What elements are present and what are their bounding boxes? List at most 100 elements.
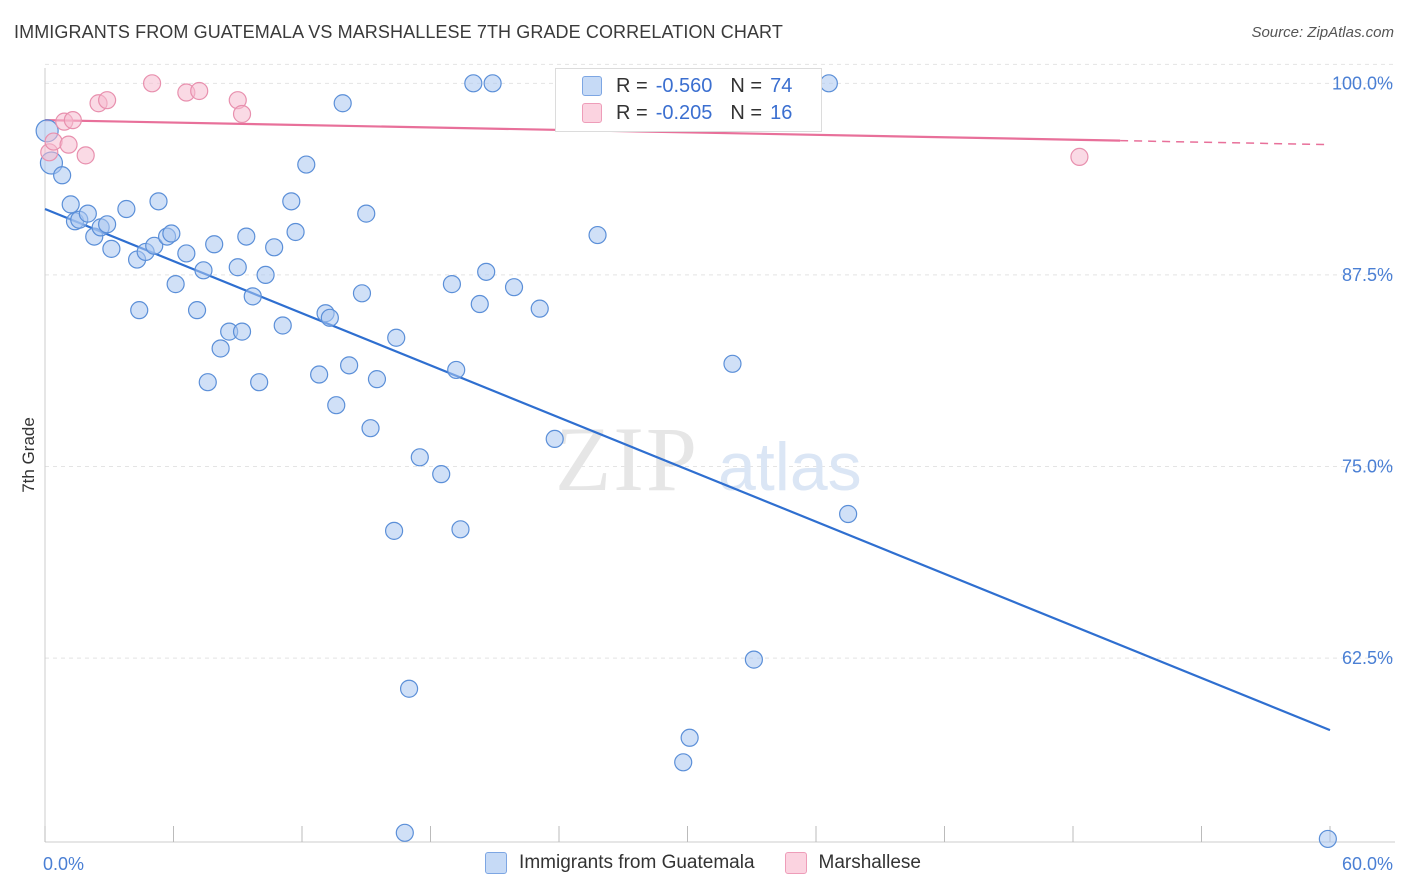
x-tick-label-max: 60.0% bbox=[1342, 854, 1393, 874]
y-tick-label: 62.5% bbox=[1342, 648, 1393, 668]
data-point bbox=[352, 284, 372, 303]
data-point bbox=[340, 356, 359, 375]
n-label: N = bbox=[730, 74, 763, 97]
data-point bbox=[228, 258, 247, 277]
data-point bbox=[232, 322, 252, 341]
data-point bbox=[447, 360, 466, 380]
gridlines bbox=[45, 63, 1395, 659]
data-point bbox=[98, 215, 117, 234]
data-point bbox=[470, 294, 489, 314]
data-point bbox=[273, 316, 292, 335]
data-point bbox=[63, 111, 82, 130]
data-point bbox=[387, 328, 406, 347]
legend-row-marshallese: R = -0.205 N = 16 bbox=[582, 100, 792, 126]
legend-row-guatemala: R = -0.560 N = 74 bbox=[582, 73, 792, 99]
data-point bbox=[265, 238, 284, 257]
data-point bbox=[162, 224, 181, 243]
data-point bbox=[117, 199, 136, 219]
correlation-legend: R = -0.560 N = 74 R = -0.205 N = 16 bbox=[555, 68, 822, 132]
data-point bbox=[483, 74, 502, 93]
data-point bbox=[177, 244, 196, 263]
data-point bbox=[282, 192, 301, 211]
data-point bbox=[819, 74, 838, 93]
data-point bbox=[464, 74, 483, 93]
data-point bbox=[410, 448, 429, 467]
data-point bbox=[327, 396, 346, 415]
data-point bbox=[237, 227, 256, 246]
data-point bbox=[145, 236, 164, 255]
legend-item-guatemala: Immigrants from Guatemala bbox=[485, 852, 755, 874]
legend-swatch-guatemala bbox=[582, 76, 602, 96]
data-point bbox=[211, 339, 230, 358]
data-point bbox=[367, 370, 387, 389]
y-axis-title: 7th Grade bbox=[19, 417, 38, 493]
data-point bbox=[59, 135, 78, 154]
data-point bbox=[432, 465, 451, 484]
n-label: N = bbox=[730, 101, 763, 124]
data-point bbox=[477, 262, 496, 281]
data-point bbox=[310, 365, 329, 384]
data-point bbox=[442, 275, 462, 294]
y-tick-label: 87.5% bbox=[1342, 265, 1393, 285]
data-point bbox=[256, 265, 275, 285]
data-point bbox=[149, 192, 168, 211]
data-point bbox=[205, 235, 224, 254]
data-point bbox=[98, 91, 117, 110]
data-points bbox=[35, 74, 1337, 849]
r-label: R = bbox=[616, 74, 648, 97]
data-point bbox=[250, 373, 269, 392]
y-tick-label: 75.0% bbox=[1342, 456, 1393, 476]
legend-swatch-marshallese bbox=[582, 103, 602, 123]
data-point bbox=[839, 504, 858, 524]
y-tick-label: 100.0% bbox=[1332, 73, 1393, 93]
data-point bbox=[723, 354, 742, 373]
data-point bbox=[1318, 829, 1337, 849]
trend-line-dashed-1 bbox=[1120, 139, 1331, 146]
data-point bbox=[384, 521, 404, 540]
r-value: -0.560 bbox=[655, 74, 713, 97]
series-legend: Immigrants from Guatemala Marshallese bbox=[0, 852, 1406, 874]
data-point bbox=[545, 429, 564, 449]
n-value: 16 bbox=[770, 101, 793, 124]
data-point bbox=[194, 261, 213, 280]
series-0 bbox=[35, 74, 1337, 849]
n-value: 74 bbox=[770, 74, 793, 97]
data-point bbox=[130, 301, 149, 320]
data-point bbox=[680, 728, 699, 747]
data-point bbox=[78, 204, 97, 223]
data-point bbox=[530, 299, 549, 318]
data-point bbox=[674, 753, 693, 772]
data-point bbox=[190, 81, 209, 101]
data-point bbox=[297, 155, 316, 174]
y-tick-labels: 62.5% 75.0% 87.5% 100.0% bbox=[1332, 73, 1393, 668]
data-point bbox=[744, 650, 763, 669]
data-point bbox=[320, 308, 339, 327]
r-label: R = bbox=[616, 101, 648, 124]
legend-item-marshallese: Marshallese bbox=[784, 852, 921, 874]
watermark: ZIP atlas bbox=[555, 408, 862, 510]
legend-swatch-marshallese bbox=[784, 852, 807, 874]
data-point bbox=[187, 301, 207, 320]
legend-label-marshallese: Marshallese bbox=[818, 852, 921, 873]
data-point bbox=[76, 146, 95, 165]
axes bbox=[44, 68, 1395, 843]
r-value: -0.205 bbox=[655, 101, 713, 124]
data-point bbox=[166, 275, 185, 294]
data-point bbox=[588, 225, 607, 245]
data-point bbox=[451, 520, 470, 539]
data-point bbox=[61, 195, 80, 214]
legend-label-guatemala: Immigrants from Guatemala bbox=[519, 852, 755, 873]
data-point bbox=[142, 74, 162, 93]
data-point bbox=[102, 239, 121, 258]
data-point bbox=[198, 373, 217, 392]
data-point bbox=[399, 679, 419, 698]
watermark-atlas: atlas bbox=[718, 429, 862, 505]
series-1 bbox=[40, 74, 1089, 166]
data-point bbox=[53, 166, 72, 185]
data-point bbox=[395, 823, 414, 842]
data-point bbox=[232, 104, 252, 124]
trend-line-0 bbox=[44, 207, 1331, 732]
watermark-zip: ZIP bbox=[555, 408, 699, 510]
data-point bbox=[357, 204, 376, 223]
